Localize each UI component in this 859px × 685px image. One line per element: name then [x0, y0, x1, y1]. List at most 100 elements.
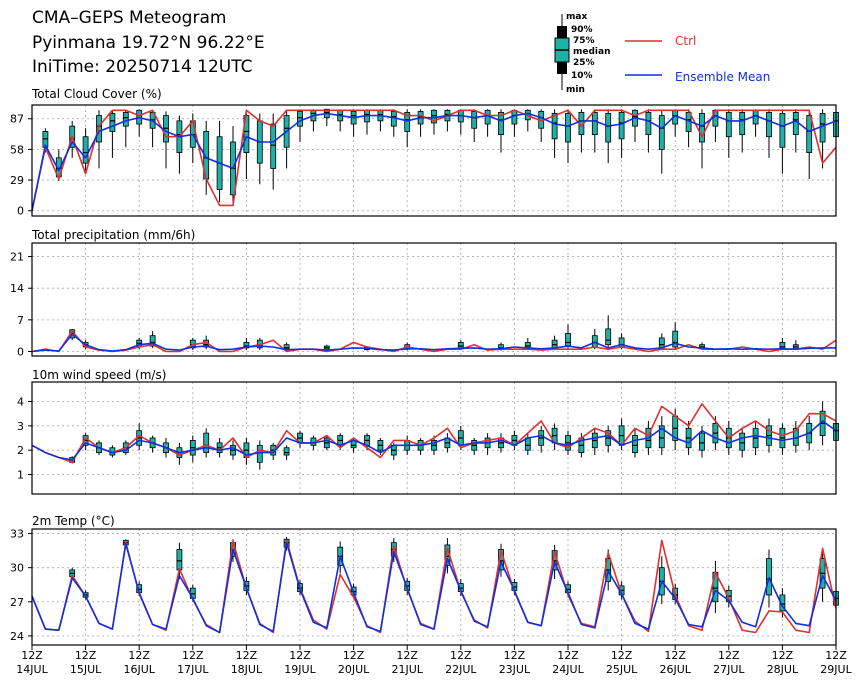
x-tick-hour: 12Z — [236, 649, 258, 662]
ensemble-box — [498, 433, 504, 453]
x-tick-hour: 12Z — [343, 649, 365, 662]
x-tick-date: 22JUL — [445, 663, 477, 676]
ensemble-mean-line — [31, 420, 837, 461]
ensemble-mean-line — [31, 333, 836, 353]
ensemble-box — [645, 109, 652, 153]
chart-title: CMA–GEPS Meteogram — [32, 8, 226, 28]
x-tick-hour: 12Z — [21, 649, 43, 662]
x-tick-date: 26JUL — [659, 663, 691, 676]
ensemble-box — [310, 109, 317, 132]
ensemble-box — [739, 428, 746, 458]
ensemble-box — [163, 111, 169, 169]
ensemble-box — [216, 120, 223, 203]
ensemble-mean-line — [31, 112, 837, 211]
legend-p90: 90% — [571, 25, 593, 35]
x-axis: 12Z14JUL12Z15JUL12Z16JUL12Z17JUL12Z18JUL… — [16, 645, 853, 676]
ensemble-box — [685, 420, 692, 456]
ensemble-box — [699, 109, 705, 169]
x-tick-hour: 12Z — [396, 649, 418, 662]
ensemble-box — [230, 440, 236, 460]
x-tick-hour: 12Z — [289, 649, 311, 662]
y-tick-label: 27 — [10, 596, 24, 609]
ensemble-box — [524, 433, 531, 456]
y-tick-label: 30 — [10, 562, 24, 575]
ensemble-box — [792, 109, 799, 153]
ensemble-box — [136, 109, 143, 137]
ensemble-box — [565, 109, 571, 164]
ensemble-box — [672, 322, 679, 350]
ensemble-box — [364, 109, 370, 135]
ensemble-box — [431, 109, 437, 135]
ensemble-box — [377, 109, 384, 132]
ensemble-box — [672, 109, 679, 137]
ensemble-box — [819, 109, 826, 169]
ensemble-box — [189, 435, 196, 463]
panel-title: 10m wind speed (m/s) — [32, 368, 166, 382]
x-tick-hour: 12Z — [450, 649, 472, 662]
ensemble-box — [390, 109, 397, 137]
x-tick-hour: 12Z — [718, 649, 740, 662]
ensemble-box — [658, 556, 665, 605]
ensemble-box — [136, 423, 143, 451]
x-tick-date: 18JUL — [231, 663, 263, 676]
ensemble-box — [109, 110, 116, 158]
legend-mean-label: Ensemble Mean — [675, 70, 770, 84]
x-tick-hour: 12Z — [182, 649, 204, 662]
ensemble-box — [122, 110, 129, 148]
y-tick-label: 21 — [10, 251, 24, 264]
y-tick-label: 3 — [17, 420, 24, 433]
ensemble-box — [658, 110, 665, 174]
ensemble-box — [538, 425, 545, 453]
ensemble-box — [297, 109, 303, 142]
ensemble-box — [471, 438, 478, 456]
ensemble-box — [96, 110, 102, 169]
ensemble-box — [806, 110, 813, 179]
ensemble-box — [551, 423, 558, 451]
ctrl-line — [31, 109, 837, 211]
panel-0: Total Cloud Cover (%) 0 29 58 87 — [10, 87, 839, 218]
ensemble-box — [605, 109, 612, 164]
y-tick-label: 24 — [10, 630, 24, 643]
x-tick-hour: 12Z — [611, 649, 633, 662]
x-tick-hour: 12Z — [664, 649, 686, 662]
ensemble-box — [779, 423, 786, 456]
ensemble-box — [444, 109, 451, 132]
ensemble-box — [256, 113, 263, 185]
y-tick-label: 33 — [10, 528, 24, 541]
legend: max 90% 75% median 25% 10% min Ctrl Ense… — [554, 12, 770, 95]
ensemble-box — [605, 425, 612, 453]
ctrl-line — [31, 330, 837, 353]
x-tick-date: 23JUL — [499, 663, 531, 676]
legend-ctrl-label: Ctrl — [675, 34, 696, 48]
ensemble-box — [176, 115, 183, 174]
ensemble-box — [632, 428, 638, 458]
x-tick-date: 27JUL — [713, 663, 745, 676]
ensemble-box — [511, 109, 518, 137]
ensemble-box — [444, 433, 451, 453]
legend-p25: 25% — [573, 58, 595, 68]
ensemble-box — [524, 109, 531, 132]
ensemble-box — [283, 110, 290, 169]
ensemble-box — [658, 416, 665, 456]
ensemble-box — [82, 128, 89, 174]
ensemble-box — [591, 109, 598, 153]
ensemble-box — [591, 328, 598, 350]
y-tick-label: 4 — [17, 395, 24, 408]
x-tick-hour: 12Z — [128, 649, 150, 662]
legend-median: median — [573, 47, 611, 57]
panel-frame — [31, 104, 837, 217]
x-tick-date: 20JUL — [338, 663, 370, 676]
ensemble-box — [618, 109, 625, 158]
panel-title: 2m Temp (°C) — [32, 514, 115, 528]
panel-2: 10m wind speed (m/s) 1 2 3 4 — [17, 368, 839, 495]
x-tick-date: 16JUL — [123, 663, 155, 676]
x-tick-date: 24JUL — [552, 663, 584, 676]
panel-frame — [31, 528, 837, 646]
ensemble-box — [578, 109, 585, 153]
y-tick-label: 58 — [10, 143, 24, 156]
x-tick-hour: 12Z — [557, 649, 579, 662]
ensemble-box — [752, 109, 759, 137]
panel-title: Total Cloud Cover (%) — [31, 87, 162, 101]
